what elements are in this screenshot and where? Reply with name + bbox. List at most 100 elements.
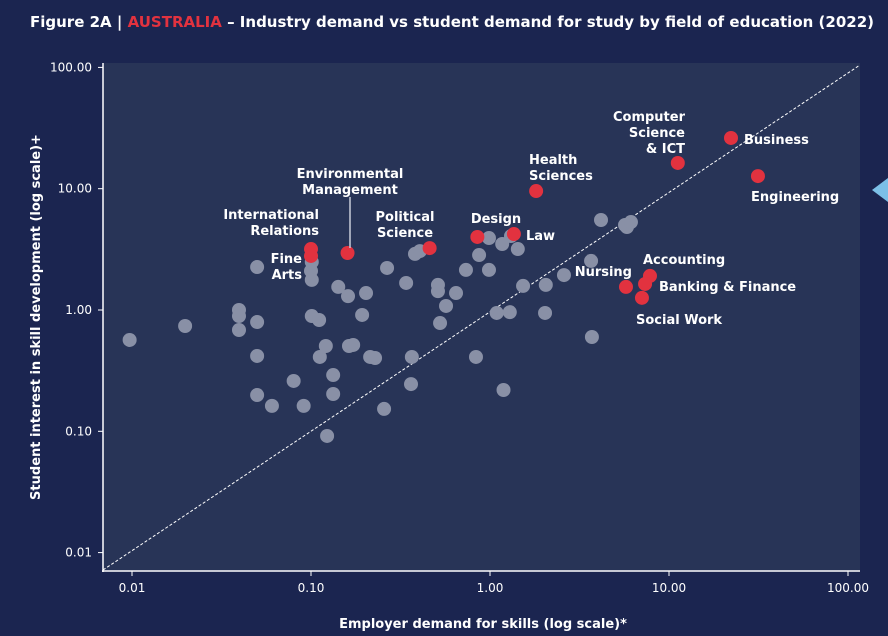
data-point bbox=[231, 309, 246, 324]
data-point bbox=[341, 289, 356, 304]
data-point bbox=[458, 262, 473, 277]
page-marker-icon bbox=[872, 178, 888, 202]
point-label-line: Nursing bbox=[575, 265, 632, 280]
point-label-line: Fine bbox=[271, 252, 303, 267]
point-label-line: Science bbox=[377, 226, 433, 241]
point-label-line: Accounting bbox=[643, 253, 725, 268]
data-point bbox=[468, 349, 483, 364]
point-label: Law bbox=[526, 229, 555, 244]
point-label-line: Social Work bbox=[636, 313, 722, 328]
point-label: Banking & Finance bbox=[659, 280, 796, 295]
x-tick-label: 0.10 bbox=[298, 581, 325, 595]
point-label-line: Science bbox=[629, 126, 685, 141]
data-point bbox=[502, 305, 517, 320]
point-label: Political Science bbox=[376, 210, 435, 241]
reference-diagonal-line bbox=[102, 64, 861, 571]
highlighted-point bbox=[529, 184, 544, 199]
point-label: International Relations bbox=[223, 208, 319, 239]
y-tick-label: 0.01 bbox=[65, 546, 92, 560]
data-point bbox=[404, 349, 419, 364]
data-point bbox=[346, 337, 361, 352]
data-point bbox=[449, 286, 464, 301]
y-axis-label: Student interest in skill development (l… bbox=[29, 134, 44, 500]
highlighted-point bbox=[506, 227, 521, 242]
data-point bbox=[286, 373, 301, 388]
y-tick-label: 10.00 bbox=[58, 182, 92, 196]
data-point bbox=[355, 307, 370, 322]
y-tick-label: 0.10 bbox=[65, 424, 92, 438]
highlighted-point bbox=[750, 169, 765, 184]
point-label: Environmental Management bbox=[297, 167, 404, 198]
data-point bbox=[472, 248, 487, 263]
title-prefix: Figure 2A | bbox=[30, 13, 128, 32]
point-label: Engineering bbox=[751, 190, 839, 205]
y-tick-label: 1.00 bbox=[65, 303, 92, 317]
data-point bbox=[556, 268, 571, 283]
point-label-line: Law bbox=[526, 229, 555, 244]
chart-title: Figure 2A | AUSTRALIA – Industry demand … bbox=[30, 13, 874, 32]
point-label: Fine Arts bbox=[271, 252, 303, 283]
data-point bbox=[538, 305, 553, 320]
data-point bbox=[510, 242, 525, 257]
data-point bbox=[250, 315, 265, 330]
point-label: Business bbox=[744, 133, 809, 148]
data-point bbox=[538, 277, 553, 292]
point-label-line: International bbox=[223, 208, 319, 223]
data-point bbox=[594, 213, 609, 228]
data-point bbox=[377, 401, 392, 416]
data-point bbox=[178, 319, 193, 334]
highlighted-point bbox=[470, 229, 485, 244]
point-label: Computer Science & ICT bbox=[613, 110, 686, 157]
data-point bbox=[250, 388, 265, 403]
data-point bbox=[331, 279, 346, 294]
data-point bbox=[399, 275, 414, 290]
point-label-line: Computer bbox=[613, 110, 686, 125]
highlighted-point bbox=[340, 246, 355, 261]
point-label-line: Health bbox=[529, 153, 577, 168]
highlighted-point bbox=[618, 279, 633, 294]
data-point bbox=[481, 262, 496, 277]
data-point bbox=[584, 253, 599, 268]
highlighted-point bbox=[638, 276, 653, 291]
title-country: AUSTRALIA bbox=[128, 13, 223, 31]
x-tick-label: 1.00 bbox=[477, 581, 504, 595]
point-label: Accounting bbox=[643, 253, 725, 268]
point-label: Design bbox=[471, 212, 521, 227]
highlighted-point bbox=[304, 248, 318, 263]
data-point bbox=[304, 272, 319, 287]
data-point bbox=[489, 305, 504, 320]
point-label: Social Work bbox=[636, 313, 722, 328]
data-point bbox=[326, 368, 341, 383]
x-tick-label: 10.00 bbox=[652, 581, 686, 595]
point-label-line: Banking & Finance bbox=[659, 280, 796, 295]
point-label-line: Environmental bbox=[297, 167, 404, 182]
point-label-line: Sciences bbox=[529, 169, 593, 184]
data-point bbox=[439, 298, 454, 313]
point-label: Health Sciences bbox=[529, 153, 593, 184]
y-tick-label: 100.00 bbox=[50, 60, 92, 74]
data-point bbox=[312, 349, 327, 364]
point-label-line: Relations bbox=[250, 224, 319, 239]
data-point bbox=[430, 284, 445, 299]
point-label-line: Political bbox=[376, 210, 435, 225]
x-tick-label: 100.00 bbox=[827, 581, 869, 595]
data-point bbox=[368, 351, 383, 366]
point-label-line: Arts bbox=[272, 268, 303, 283]
highlighted-point bbox=[670, 155, 685, 170]
data-point bbox=[320, 428, 335, 443]
data-point bbox=[318, 338, 333, 353]
data-point bbox=[516, 278, 531, 293]
point-label-line: Engineering bbox=[751, 190, 839, 205]
point-label: Nursing bbox=[575, 265, 632, 280]
data-point bbox=[496, 383, 511, 398]
highlighted-point bbox=[723, 130, 738, 145]
point-label-line: & ICT bbox=[646, 142, 685, 157]
data-point bbox=[122, 332, 137, 347]
title-rest: – Industry demand vs student demand for … bbox=[222, 13, 874, 31]
x-axis-label: Employer demand for skills (log scale)* bbox=[339, 617, 627, 632]
data-point bbox=[296, 398, 311, 413]
data-point bbox=[404, 377, 419, 392]
data-point bbox=[250, 348, 265, 363]
data-point bbox=[231, 323, 246, 338]
